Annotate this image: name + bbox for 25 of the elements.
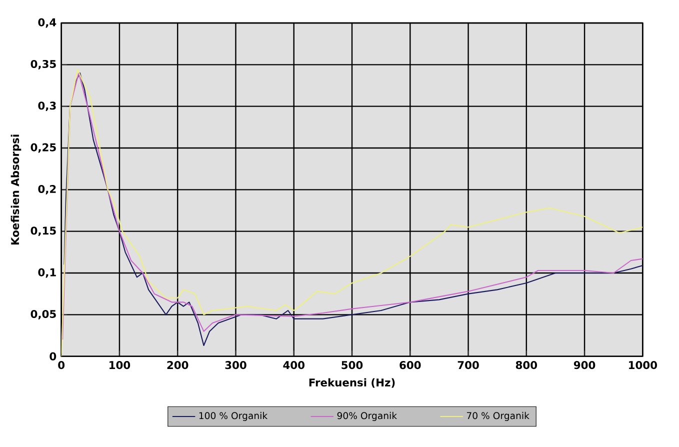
x-tick-label: 0: [58, 361, 65, 370]
legend-label: 70 % Organik: [466, 412, 530, 421]
y-tick-label: 0,2: [38, 184, 56, 194]
y-tick-label: 0: [50, 352, 56, 360]
x-tick-label: 200: [167, 361, 188, 370]
x-tick-label: 900: [574, 361, 596, 370]
y-tick-label: 0,4: [38, 18, 56, 28]
x-tick-label: 400: [283, 361, 304, 370]
y-tick-label: 0,05: [30, 310, 56, 320]
y-tick-label: 0,35: [30, 60, 56, 70]
x-tick-label: 300: [225, 361, 246, 370]
x-tick-label: 600: [400, 361, 421, 370]
x-tick-label: 800: [516, 361, 538, 370]
y-tick-label: 0,15: [30, 226, 56, 236]
x-axis-title: Frekuensi (Hz): [309, 378, 395, 388]
y-axis-title: Koefisien Absorpsi: [10, 134, 22, 244]
x-tick-label: 1000: [629, 361, 657, 370]
legend-label: 100 % Organik: [199, 412, 268, 421]
y-tick-label: 0,1: [38, 268, 56, 278]
x-tick-label: 100: [110, 361, 130, 370]
y-tick-label: 0,3: [38, 102, 56, 112]
x-tick-label: 700: [458, 361, 479, 370]
x-tick-label: 500: [342, 361, 363, 370]
y-tick-label: 0,25: [30, 143, 56, 153]
legend-label: 90% Organik: [337, 412, 397, 421]
